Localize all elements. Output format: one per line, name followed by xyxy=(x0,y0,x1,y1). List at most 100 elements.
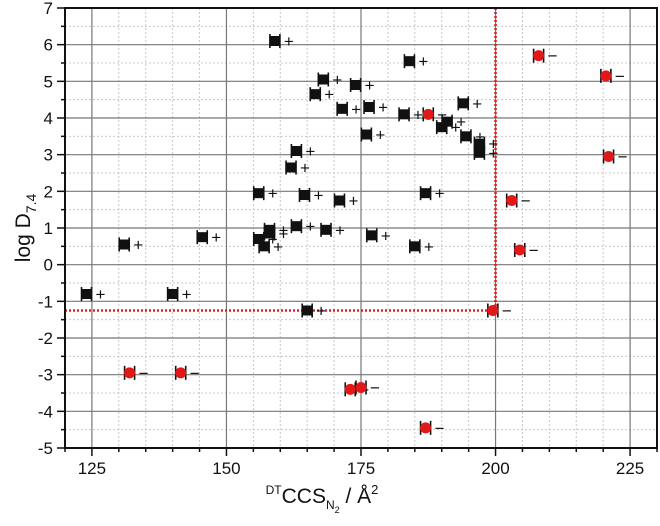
y-axis-ticks: -5 -4 -3 -2 -1 0 1 2 3 4 5 6 7 xyxy=(38,0,65,458)
minus-sign-icon: − xyxy=(437,105,447,124)
plus-sign-icon: + xyxy=(456,113,466,132)
plus-sign-icon: + xyxy=(475,127,485,146)
x-title-rest: / Å xyxy=(340,485,372,508)
data-point-positive: + xyxy=(252,184,278,203)
minus-sign-icon: − xyxy=(139,364,149,383)
square-marker-icon xyxy=(318,74,329,85)
x-title-superscript: 2 xyxy=(371,482,378,497)
circle-marker-icon xyxy=(124,367,136,379)
plus-sign-icon: + xyxy=(424,237,434,256)
plus-sign-icon: + xyxy=(365,76,375,95)
data-point-negative: − xyxy=(487,302,512,321)
y-tick-label: -2 xyxy=(38,329,53,348)
y-tick-label: -5 xyxy=(38,439,53,458)
data-point-positive: + xyxy=(298,186,323,205)
x-tick-label: 200 xyxy=(481,459,509,478)
data-point-positive: + xyxy=(258,237,283,256)
y-tick-label: -3 xyxy=(38,366,53,385)
y-title-subscript: 7.4 xyxy=(23,194,39,214)
square-marker-icon xyxy=(264,228,275,239)
square-marker-icon xyxy=(460,131,471,142)
data-point-positive: + xyxy=(290,217,315,236)
plus-sign-icon: + xyxy=(305,142,315,161)
square-marker-icon xyxy=(299,190,310,200)
data-point-positive: + xyxy=(320,221,345,240)
x-axis-ticks: 125 150 175 200 225 xyxy=(64,448,658,478)
data-point-positive: + xyxy=(336,100,361,119)
data-point-positive: + xyxy=(473,144,498,163)
square-marker-icon xyxy=(259,241,270,252)
data-point-negative: − xyxy=(355,379,380,398)
square-marker-icon xyxy=(366,230,377,241)
data-point-positive: + xyxy=(360,126,385,145)
circle-marker-icon xyxy=(514,244,526,256)
y-tick-label: 3 xyxy=(44,146,53,165)
data-point-positive: + xyxy=(409,237,434,256)
circle-marker-icon xyxy=(533,50,545,62)
plus-sign-icon: + xyxy=(413,105,423,124)
plus-sign-icon: + xyxy=(279,225,289,244)
plus-sign-icon: + xyxy=(375,126,385,145)
plus-sign-icon: + xyxy=(332,71,342,90)
data-point-negative: − xyxy=(505,192,531,211)
plus-sign-icon: + xyxy=(351,100,361,119)
data-point-positive: + xyxy=(166,285,192,304)
y-tick-label: 5 xyxy=(44,72,53,91)
y-tick-label: 7 xyxy=(44,0,53,18)
plus-sign-icon: + xyxy=(300,159,310,178)
x-title-pre-superscript: DT xyxy=(266,483,283,497)
square-marker-icon xyxy=(474,138,485,149)
circle-marker-icon xyxy=(344,383,356,395)
data-point-positive: + xyxy=(290,142,315,161)
reference-lines xyxy=(65,8,497,312)
y-tick-label: 6 xyxy=(44,36,53,55)
plus-sign-icon: + xyxy=(316,302,326,321)
square-marker-icon xyxy=(119,239,130,250)
square-marker-icon xyxy=(269,36,280,46)
data-point-positive: + xyxy=(80,285,106,304)
minus-sign-icon: − xyxy=(529,241,539,260)
square-marker-icon xyxy=(399,109,410,120)
square-marker-icon xyxy=(420,188,431,199)
plus-sign-icon: + xyxy=(488,135,498,154)
circle-marker-icon xyxy=(603,151,615,162)
x-tick-label: 175 xyxy=(347,459,375,478)
square-marker-icon xyxy=(458,98,469,109)
data-point-positive: + xyxy=(285,159,310,178)
square-marker-icon xyxy=(253,188,264,199)
square-marker-icon xyxy=(302,305,313,316)
minus-sign-icon: − xyxy=(618,148,628,167)
plus-sign-icon: + xyxy=(268,230,278,249)
x-tick-label: 150 xyxy=(212,459,240,478)
circle-marker-icon xyxy=(506,195,518,206)
minus-sign-icon: − xyxy=(190,364,200,383)
square-marker-icon xyxy=(81,289,92,299)
square-marker-icon xyxy=(442,116,453,127)
data-point-positive: + xyxy=(301,302,326,321)
square-marker-icon xyxy=(286,162,297,173)
circle-marker-icon xyxy=(420,422,432,434)
square-marker-icon xyxy=(310,89,321,100)
plus-sign-icon: + xyxy=(305,217,315,236)
minus-sign-icon: − xyxy=(615,67,625,86)
x-title-subsubscript: 2 xyxy=(335,505,340,515)
y-title-main: log D xyxy=(12,213,35,262)
square-marker-icon xyxy=(474,147,485,158)
data-point-positive: + xyxy=(363,98,388,117)
data-point-negative: − xyxy=(419,419,445,438)
y-tick-label: 2 xyxy=(44,182,53,201)
plus-sign-icon: + xyxy=(273,237,283,256)
square-marker-icon xyxy=(167,289,178,299)
plus-sign-icon: + xyxy=(284,32,294,51)
plus-sign-icon: + xyxy=(472,94,482,113)
data-point-positive: + xyxy=(317,71,342,90)
square-marker-icon xyxy=(409,241,420,252)
plus-sign-icon: + xyxy=(418,52,428,71)
square-marker-icon xyxy=(364,102,375,112)
data-point-positive: + xyxy=(365,226,391,245)
x-title-main: CCS xyxy=(282,485,326,508)
square-marker-icon xyxy=(321,224,332,235)
x-tick-label: 225 xyxy=(616,459,644,478)
plus-sign-icon: + xyxy=(211,228,221,247)
